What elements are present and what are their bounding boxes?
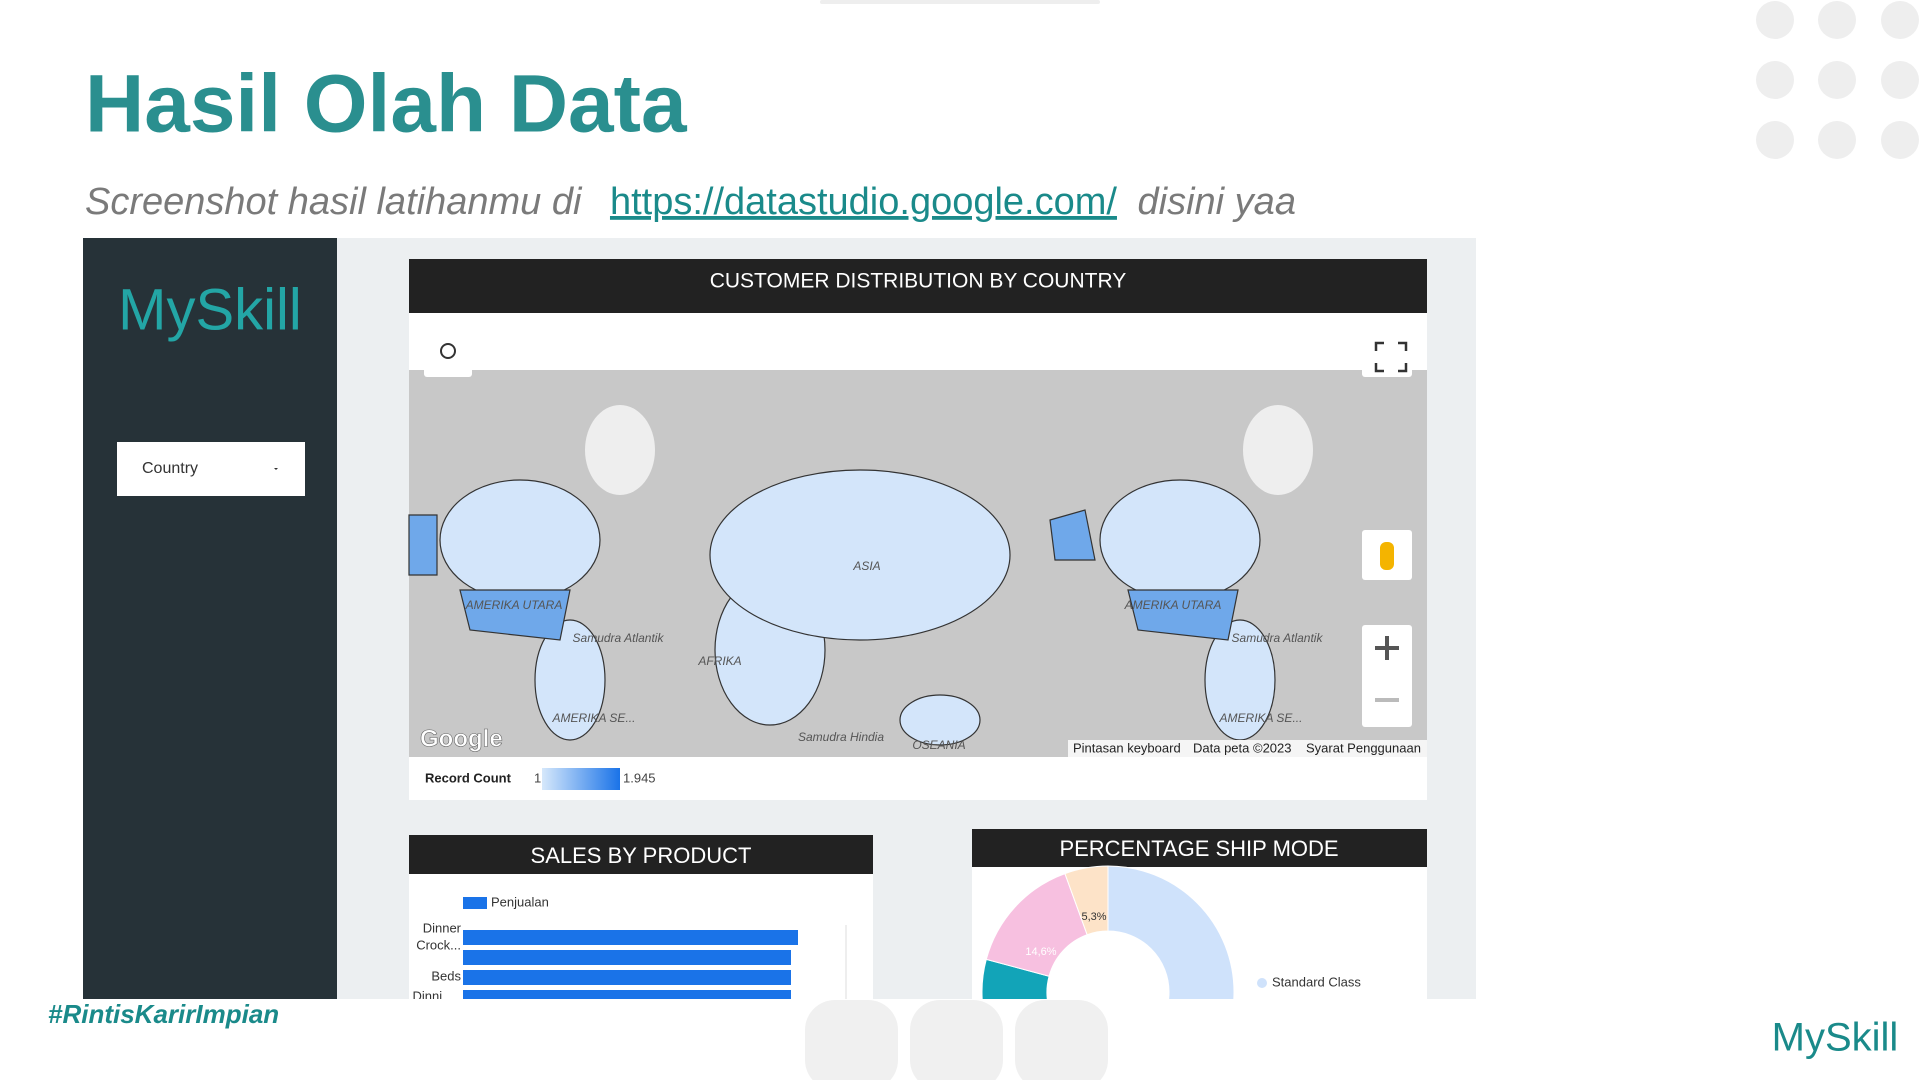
subtitle: Screenshot hasil latihanmu di https://da… (85, 181, 1296, 223)
map-label: Samudra Hindia (798, 730, 884, 744)
legend-gradient (542, 768, 620, 790)
card-header (409, 835, 873, 874)
slide-title: Hasil Olah Data (85, 59, 688, 150)
slice-label: 14,6% (1025, 946, 1056, 958)
locate-button[interactable] (424, 329, 472, 377)
map-label: AMERIKA UTARA (465, 598, 563, 612)
sidebar (83, 238, 337, 999)
map-regions (408, 469, 1276, 746)
category-label: Dinni... (413, 988, 453, 1003)
card-title: SALES BY PRODUCT (531, 843, 752, 868)
donut (981, 865, 1235, 999)
map-label: OSEANIA (912, 738, 965, 752)
decor-dots (1756, 1, 1919, 159)
map-label: AMERIKA UTARA (1124, 598, 1222, 612)
map-label: Samudra Atlantik (573, 631, 665, 645)
legend-min: 1 (534, 770, 541, 785)
decor-bar (820, 0, 1100, 4)
map-label: AFRIKA (697, 654, 741, 668)
map-label: AMERIKA SE... (1219, 711, 1303, 725)
map-footer-link[interactable]: Pintasan keyboard (1073, 740, 1181, 755)
card-header (409, 259, 1427, 313)
legend-title: Record Count (425, 770, 512, 785)
filter-label: Country (142, 460, 198, 477)
map-label: Samudra Atlantik (1232, 631, 1324, 645)
filter-dropdown[interactable] (117, 442, 305, 496)
map-label: ASIA (852, 559, 880, 573)
card-title: CUSTOMER DISTRIBUTION BY COUNTRY (710, 270, 1127, 293)
map-footer-link: Data peta ©2023 (1193, 740, 1291, 755)
donut-slice (981, 865, 1235, 999)
bars (463, 930, 798, 999)
map-attribution: Google (420, 725, 503, 752)
card-header (972, 829, 1427, 867)
donut-slice (1064, 865, 1109, 936)
category-label: Dinner (423, 920, 462, 935)
fullscreen-button[interactable] (1362, 329, 1412, 377)
dashboard-screenshot: MySkill Country CUSTOMER DISTRIBUTION BY… (83, 238, 1476, 1003)
subtitle-text: disini yaa (1138, 181, 1296, 223)
hashtag: #RintisKarirImpian (48, 999, 279, 1029)
subtitle-text: Screenshot hasil latihanmu di (85, 181, 583, 223)
card-title: PERCENTAGE SHIP MODE (1059, 836, 1338, 861)
map-label: AMERIKA SE... (552, 711, 636, 725)
legend-label: Penjualan (491, 894, 549, 909)
slice-label: 5,3% (1081, 911, 1106, 923)
category-label: Crock... (416, 937, 461, 952)
decor-tabs (805, 1000, 1108, 1080)
logo: MySkill (118, 277, 302, 342)
zoom-controls[interactable] (1362, 625, 1412, 727)
map-footer-link[interactable]: Syarat Penggunaan (1306, 740, 1421, 755)
category-label: Beds (431, 968, 461, 983)
link[interactable]: https://datastudio.google.com/ (610, 181, 1117, 223)
greenland (585, 405, 1313, 495)
footer-logo: MySkill (1772, 1016, 1899, 1060)
legend-label: Standard Class (1272, 974, 1361, 989)
legend-max: 1.945 (623, 770, 656, 785)
